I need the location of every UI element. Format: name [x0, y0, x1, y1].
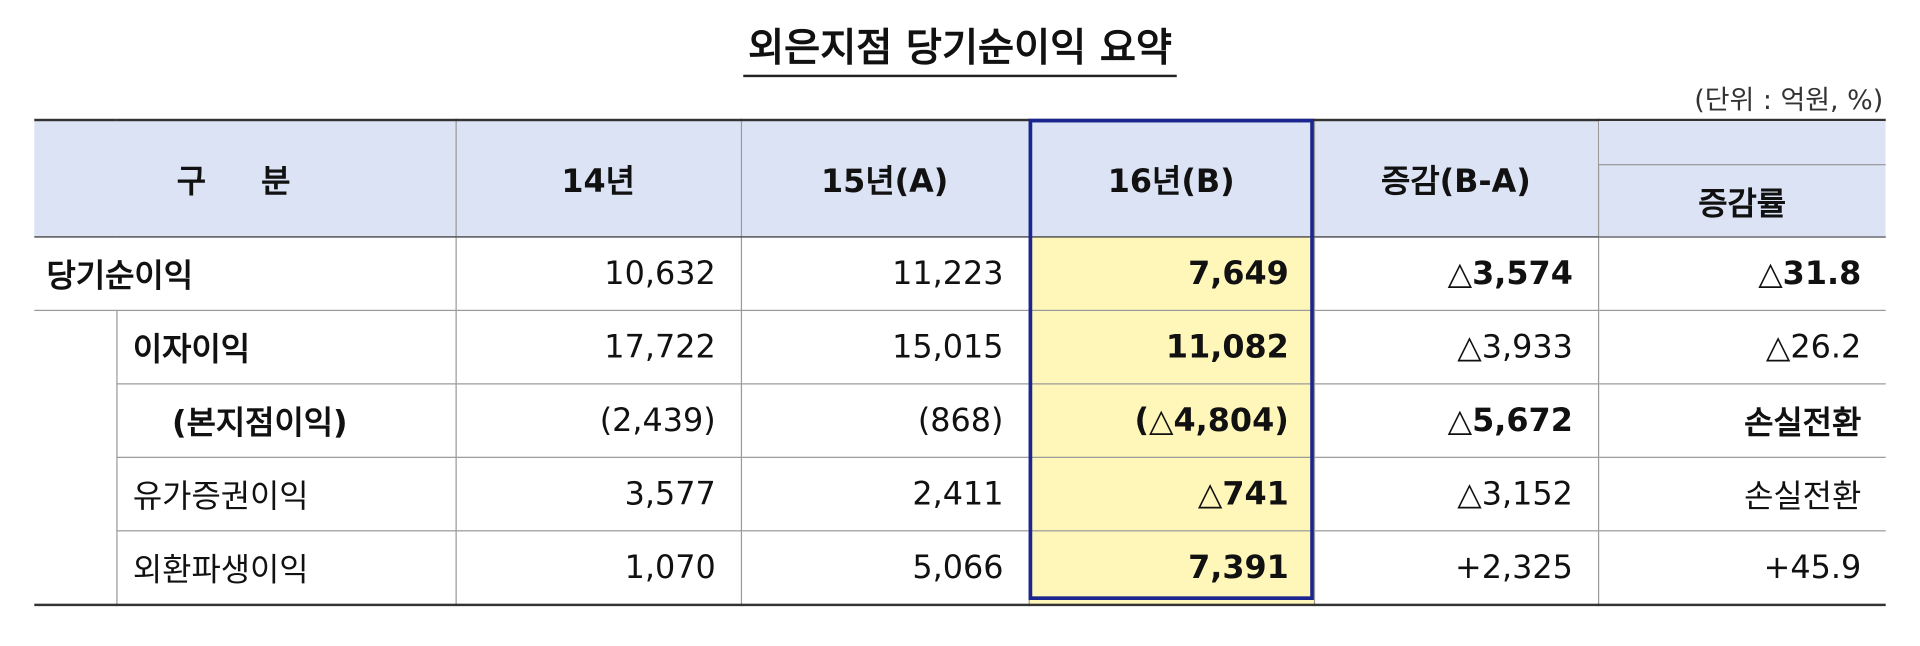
indent-cell: [34, 309, 117, 606]
title: 외은지점 당기순이익 요약: [0, 17, 1920, 78]
cell: △3,152: [1313, 456, 1599, 532]
cell: 손실전환: [1597, 383, 1886, 458]
cell: 15,015: [740, 309, 1030, 385]
cell: △26.2: [1597, 309, 1886, 385]
cell: △5,672: [1313, 383, 1599, 458]
row: 이자이익 17,722 15,015 11,082 △3,933 △26.2: [34, 309, 1886, 606]
header-text: 증감률: [1597, 164, 1886, 237]
header-cell: 14년: [454, 119, 742, 238]
header-row: 구 분 14년 15년(A) 16년(B) 증감(B-A) 증감률: [34, 119, 1886, 238]
row: 유가증권이익 3,577 2,411 △741 △3,152 손실전환: [34, 456, 1886, 532]
cell: (868): [740, 383, 1030, 458]
cell: +2,325: [1313, 530, 1599, 606]
row-label: 외환파생이익: [116, 530, 457, 606]
cell: 10,632: [454, 236, 742, 312]
cell: 7,391: [1027, 530, 1315, 606]
cell: 1,070: [454, 530, 742, 606]
unit-note: (단위 : 억원, %): [1694, 85, 1884, 117]
header-cell: 증감(B-A): [1313, 119, 1598, 238]
cell: 2,411: [740, 456, 1030, 532]
cell: 5,066: [740, 530, 1030, 606]
summary-table: 구 분 14년 15년(A) 16년(B) 증감(B-A) 증감률 당기순이익 …: [34, 118, 1886, 607]
cell: (△4,804): [1027, 383, 1315, 458]
header-cell: 증감률: [1597, 119, 1886, 238]
row: 외환파생이익 1,070 5,066 7,391 +2,325 +45.9: [34, 530, 1886, 606]
header-cell: 15년(A): [740, 119, 1030, 238]
row-label: 당기순이익: [34, 236, 457, 312]
header-cell: 구 분: [34, 119, 457, 238]
cell: 11,223: [740, 236, 1030, 312]
cell: △3,933: [1313, 309, 1599, 385]
cell: △3,574: [1313, 236, 1599, 312]
cell: +45.9: [1597, 530, 1886, 606]
cell: △31.8: [1597, 236, 1886, 312]
cell: △741: [1027, 456, 1315, 532]
row-label: 이자이익: [115, 309, 457, 385]
cell: 7,649: [1027, 236, 1315, 312]
title-text: 외은지점 당기순이익 요약: [743, 24, 1177, 78]
row-label: 유가증권이익: [116, 456, 457, 532]
cell: 손실전환: [1597, 456, 1886, 532]
cell: (2,439): [454, 383, 742, 458]
cell: 3,577: [454, 456, 742, 532]
row-label: (본지점이익): [116, 383, 457, 458]
row: 당기순이익 10,632 11,223 7,649 △3,574 △31.8: [34, 236, 1886, 312]
row: (본지점이익) (2,439) (868) (△4,804) △5,672 손실…: [34, 383, 1886, 458]
cell: 17,722: [454, 309, 742, 385]
cell: 11,082: [1027, 309, 1315, 385]
header-cell: 16년(B): [1027, 119, 1315, 238]
